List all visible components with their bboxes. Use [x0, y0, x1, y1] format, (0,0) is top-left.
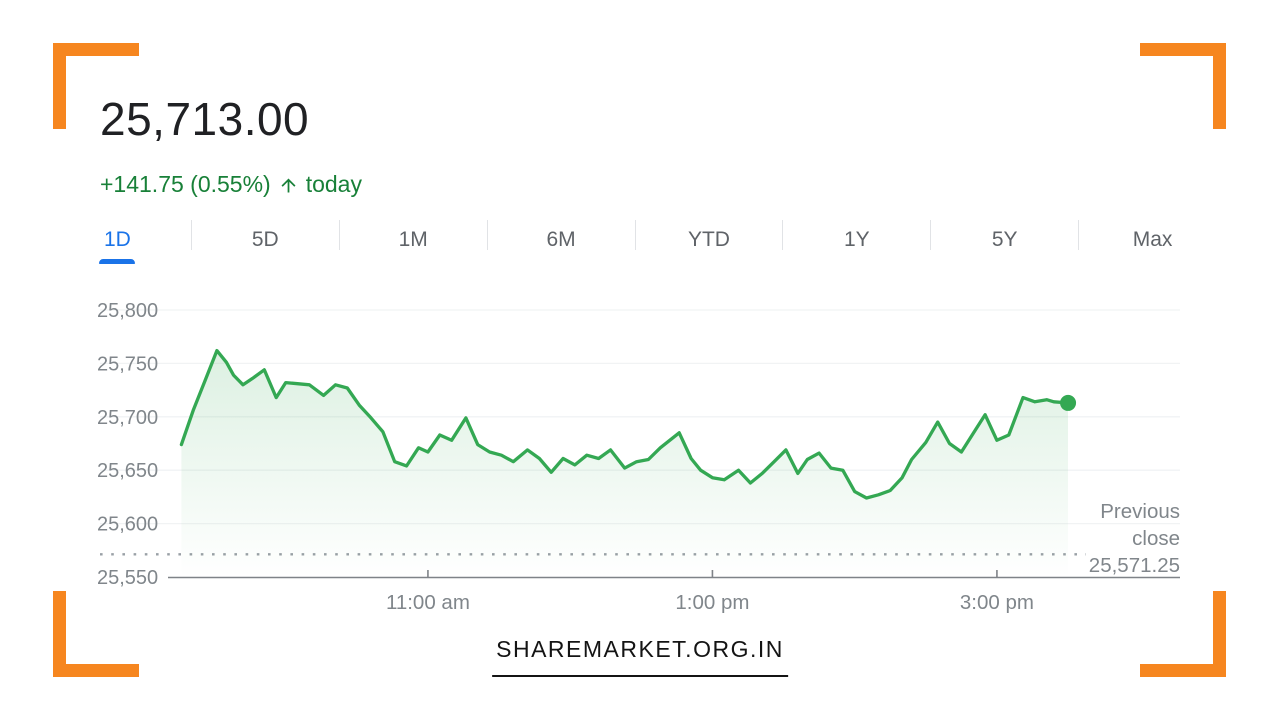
- frame-corner-top-right: [1140, 43, 1226, 129]
- price-area-fill: [181, 350, 1068, 577]
- tab-ytd-label: YTD: [687, 228, 730, 251]
- tab-max[interactable]: Max: [1079, 218, 1226, 262]
- brand-watermark: SHAREMARKET.ORG.IN: [492, 636, 788, 677]
- tab-1m-label: 1M: [398, 228, 428, 251]
- tab-6m-label: 6M: [546, 228, 576, 251]
- tab-separator: [338, 220, 340, 250]
- y-axis-label: 25,550: [97, 567, 158, 589]
- x-axis-label: 1:00 pm: [675, 591, 749, 614]
- tab-ytd[interactable]: YTD: [636, 218, 783, 262]
- previous-close-label: Previous: [1100, 500, 1180, 523]
- tab-separator: [634, 220, 636, 250]
- tab-1y-label: 1Y: [843, 228, 870, 251]
- tab-1m[interactable]: 1M: [340, 218, 487, 262]
- y-axis-label: 25,600: [97, 514, 158, 536]
- price-change-value: +141.75 (0.55%): [100, 171, 271, 197]
- tab-5y[interactable]: 5Y: [931, 218, 1078, 262]
- frame-corner-top-left: [53, 43, 139, 129]
- tab-separator: [190, 220, 192, 250]
- tab-1y[interactable]: 1Y: [783, 218, 930, 262]
- tab-separator: [930, 220, 932, 250]
- latest-price-dot: [1060, 394, 1077, 411]
- y-axis-label: 25,800: [97, 300, 158, 322]
- active-tab-indicator: [99, 259, 136, 264]
- tab-1d-label: 1D: [104, 228, 131, 251]
- tab-separator: [486, 220, 488, 250]
- tab-separator: [1078, 220, 1080, 250]
- x-axis-label: 3:00 pm: [960, 591, 1034, 614]
- tab-max-label: Max: [1132, 228, 1173, 251]
- x-axis-label: 11:00 am: [386, 591, 470, 614]
- tab-5d[interactable]: 5D: [192, 218, 339, 262]
- tab-6m[interactable]: 6M: [488, 218, 635, 262]
- tab-5y-label: 5Y: [991, 228, 1018, 251]
- arrow-up-icon: [281, 178, 296, 192]
- y-axis-label: 25,650: [97, 460, 158, 482]
- previous-close-label: close: [1132, 527, 1180, 550]
- tab-5d-label: 5D: [251, 228, 279, 251]
- frame-corner-bottom-right: [1140, 591, 1226, 677]
- price-line: [179, 348, 1070, 500]
- tab-1d[interactable]: 1D: [44, 218, 191, 264]
- time-range-tabs: 1D 5D 1M 6M YTD 1Y 5Y Max: [44, 218, 1226, 264]
- price-change-row: +141.75 (0.55%) today: [100, 171, 362, 198]
- tab-separator: [782, 220, 784, 250]
- y-axis-label: 25,750: [97, 353, 158, 375]
- y-axis-label: 25,700: [97, 407, 158, 429]
- frame-corner-bottom-left: [53, 591, 139, 677]
- price-change-period: today: [305, 171, 362, 197]
- current-price: 25,713.00: [100, 93, 310, 145]
- previous-close-label: 25,571.25: [1089, 554, 1180, 577]
